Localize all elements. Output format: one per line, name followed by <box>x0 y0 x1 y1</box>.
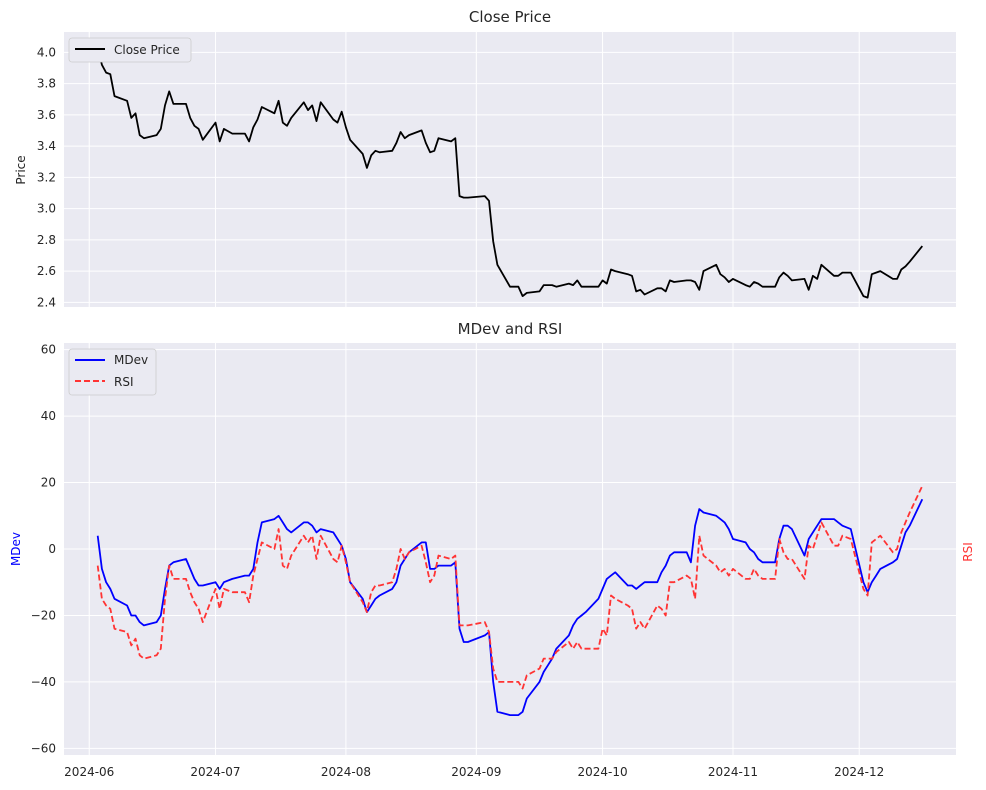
price-axis-label: Price <box>14 155 28 184</box>
series-line-mdev <box>96 498 924 716</box>
close-price-legend-label: Close Price <box>114 43 180 57</box>
close-price-series-layer <box>96 45 924 299</box>
x-tick-label: 2024-07 <box>190 765 240 779</box>
y-tick-label: 0 <box>48 542 56 556</box>
y-tick-label: 20 <box>41 476 56 490</box>
mdev-legend-label: MDev <box>114 353 148 367</box>
x-tick-label: 2024-11 <box>708 765 758 779</box>
series-line-rsi <box>96 485 924 690</box>
mdev-axis-label: MDev <box>9 532 23 566</box>
close-price-legend: Close Price <box>68 37 192 63</box>
mdev-rsi-y-ticks: −60 −40 −20 0 20 40 60 <box>31 343 56 756</box>
close-price-legend-box <box>68 37 192 63</box>
y-tick-label: −60 <box>31 741 56 755</box>
close-price-chart: 2.42.62.83.03.23.43.63.84.0 Close Price … <box>14 8 956 309</box>
x-tick-label: 2024-12 <box>834 765 884 779</box>
y-tick-label: 3.8 <box>37 77 56 91</box>
y-tick-label: 2.8 <box>37 233 56 247</box>
y-tick-label: 2.6 <box>37 264 56 278</box>
mdev-rsi-series-layer <box>96 485 924 716</box>
x-tick-label: 2024-09 <box>451 765 501 779</box>
y-tick-label: 2.4 <box>37 295 56 309</box>
x-tick-label: 2024-08 <box>321 765 371 779</box>
close-price-grid <box>64 32 956 307</box>
mdev-rsi-grid <box>64 343 956 755</box>
close-price-y-ticks: 2.4 2.6 2.8 3.0 3.2 3.4 3.6 3.8 4.0 <box>37 45 56 309</box>
y-tick-label: −20 <box>31 608 56 622</box>
y-tick-label: 60 <box>41 343 56 357</box>
y-tick-label: 4.0 <box>37 45 56 59</box>
series-line-close-price <box>96 45 924 299</box>
mdev-rsi-legend: MDev RSI <box>68 348 157 396</box>
close-price-plot-area <box>64 32 956 307</box>
mdev-rsi-x-ticks: 2024-06 2024-07 2024-08 2024-09 2024-10 2024-… <box>64 765 884 779</box>
y-tick-label: 3.2 <box>37 170 56 184</box>
y-tick-label: −40 <box>31 675 56 689</box>
rsi-legend-label: RSI <box>114 375 134 389</box>
rsi-axis-label: RSI <box>961 542 975 562</box>
x-tick-label: 2024-10 <box>577 765 627 779</box>
close-price-title: Close Price <box>469 8 551 26</box>
y-tick-label: 40 <box>41 409 56 423</box>
y-tick-label: 3.6 <box>37 108 56 122</box>
mdev-rsi-title: MDev and RSI <box>458 320 563 338</box>
x-tick-label: 2024-06 <box>64 765 114 779</box>
y-tick-label: 3.0 <box>37 202 56 216</box>
y-tick-label: 3.4 <box>37 139 56 153</box>
